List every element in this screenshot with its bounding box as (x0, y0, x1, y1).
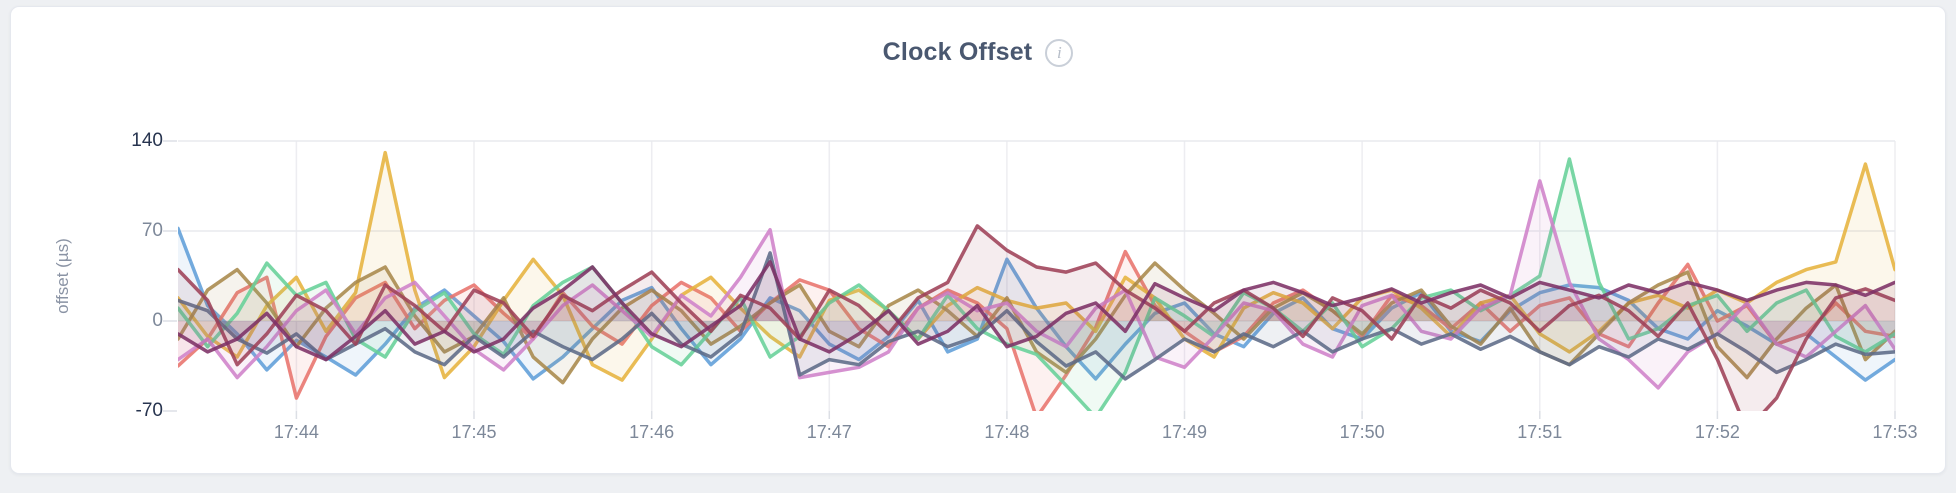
line-series-8-maroon (178, 224, 1895, 411)
page-title: Clock Offset (882, 38, 1033, 66)
x-tick-label-17:47: 17:47 (806, 422, 852, 442)
x-tick-label-17:52: 17:52 (1694, 422, 1740, 442)
info-icon[interactable]: i (1045, 38, 1074, 67)
clock-offset-panel: Clock Offset i offset (µs) 140 70 0 -70 17:4… (10, 6, 1946, 474)
x-tick-label-17:50: 17:50 (1339, 422, 1385, 442)
line-series-4-olive (178, 261, 1895, 385)
clock-offset-chart[interactable] (11, 7, 1956, 493)
y-axis-title: offset (µs) (53, 238, 72, 314)
x-tick-label-17:44: 17:44 (273, 422, 319, 442)
y-tick-label-140: 140 (131, 130, 163, 151)
line-series-2-salmon (178, 249, 1895, 411)
area-series-8-maroon (178, 225, 1895, 411)
x-tick-label-17:53: 17:53 (1872, 422, 1918, 442)
line-series-9-plum (178, 260, 1895, 362)
y-tick-label-0: 0 (152, 310, 163, 331)
x-tick-label-17:45: 17:45 (451, 422, 497, 442)
y-tick-label-70: 70 (141, 220, 163, 241)
x-tick-label-17:51: 17:51 (1517, 422, 1563, 442)
panel-header: Clock Offset i (11, 38, 1945, 67)
y-tick-label--70: -70 (135, 400, 163, 421)
x-tick-label-17:49: 17:49 (1161, 422, 1208, 442)
x-tick-label-17:46: 17:46 (629, 422, 675, 442)
line-series-6-orchid (178, 179, 1895, 390)
area-series-4-olive (178, 263, 1895, 383)
x-tick-label-17:48: 17:48 (984, 422, 1030, 442)
